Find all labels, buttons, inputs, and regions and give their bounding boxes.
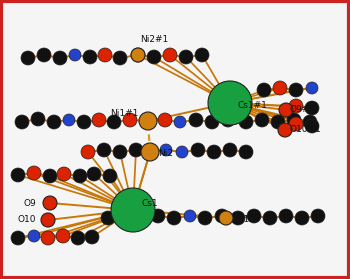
Circle shape — [87, 167, 101, 181]
Circle shape — [41, 231, 55, 245]
Circle shape — [306, 82, 318, 94]
Circle shape — [151, 209, 165, 223]
Circle shape — [179, 50, 193, 64]
Circle shape — [41, 213, 55, 227]
Circle shape — [191, 143, 205, 157]
Text: O9#1: O9#1 — [290, 105, 316, 114]
Circle shape — [101, 211, 115, 225]
Circle shape — [289, 83, 303, 97]
Circle shape — [107, 115, 121, 129]
Circle shape — [147, 50, 161, 64]
Circle shape — [158, 113, 172, 127]
Circle shape — [279, 103, 293, 117]
Text: Ni2: Ni2 — [158, 150, 173, 158]
Circle shape — [92, 113, 106, 127]
Circle shape — [141, 143, 159, 161]
Circle shape — [257, 83, 271, 97]
Circle shape — [11, 168, 25, 182]
Circle shape — [289, 117, 303, 131]
Circle shape — [255, 113, 269, 127]
Circle shape — [247, 209, 261, 223]
Circle shape — [57, 167, 71, 181]
Circle shape — [195, 48, 209, 62]
Circle shape — [289, 99, 303, 113]
Circle shape — [287, 113, 301, 127]
Text: O10: O10 — [18, 215, 36, 225]
Text: Cs1#1: Cs1#1 — [238, 100, 268, 109]
Circle shape — [113, 51, 127, 65]
Circle shape — [27, 166, 41, 180]
Circle shape — [111, 188, 155, 232]
Circle shape — [163, 48, 177, 62]
Circle shape — [223, 143, 237, 157]
Circle shape — [167, 211, 181, 225]
Circle shape — [97, 143, 111, 157]
Circle shape — [184, 210, 196, 222]
Circle shape — [117, 209, 131, 223]
Circle shape — [279, 209, 293, 223]
Circle shape — [133, 211, 147, 225]
Circle shape — [305, 101, 319, 115]
Circle shape — [219, 211, 233, 225]
Circle shape — [160, 144, 172, 156]
Circle shape — [53, 51, 67, 65]
Circle shape — [231, 211, 245, 225]
Text: Ni2#1: Ni2#1 — [140, 35, 168, 44]
Circle shape — [37, 48, 51, 62]
Text: Cs1: Cs1 — [141, 199, 158, 208]
Circle shape — [207, 145, 221, 159]
Circle shape — [98, 48, 112, 62]
Circle shape — [81, 145, 95, 159]
Circle shape — [113, 145, 127, 159]
Circle shape — [239, 145, 253, 159]
Circle shape — [77, 115, 91, 129]
Circle shape — [28, 230, 40, 242]
Circle shape — [174, 116, 186, 128]
Circle shape — [131, 48, 145, 62]
Circle shape — [271, 115, 285, 129]
Circle shape — [56, 229, 70, 243]
Circle shape — [73, 169, 87, 183]
Circle shape — [273, 81, 287, 95]
Circle shape — [85, 230, 99, 244]
Circle shape — [47, 115, 61, 129]
Circle shape — [189, 113, 203, 127]
Circle shape — [205, 115, 219, 129]
Circle shape — [208, 81, 252, 125]
Circle shape — [143, 145, 157, 159]
Circle shape — [278, 123, 292, 137]
Circle shape — [43, 169, 57, 183]
Circle shape — [69, 49, 81, 61]
Circle shape — [131, 48, 145, 62]
Circle shape — [305, 119, 319, 133]
Circle shape — [15, 115, 29, 129]
Circle shape — [303, 115, 317, 129]
Text: O10#1: O10#1 — [289, 126, 321, 134]
Text: Ni1#1: Ni1#1 — [110, 109, 138, 117]
Circle shape — [239, 115, 253, 129]
Circle shape — [43, 196, 57, 210]
Circle shape — [215, 209, 229, 223]
Circle shape — [129, 143, 143, 157]
Circle shape — [221, 113, 235, 127]
Circle shape — [176, 146, 188, 158]
Circle shape — [21, 51, 35, 65]
Circle shape — [31, 112, 45, 126]
Circle shape — [123, 113, 137, 127]
Text: Ni1: Ni1 — [234, 215, 249, 225]
Circle shape — [139, 112, 157, 130]
Circle shape — [295, 211, 309, 225]
Circle shape — [198, 211, 212, 225]
Circle shape — [103, 169, 117, 183]
Text: O9: O9 — [24, 198, 37, 208]
Circle shape — [141, 114, 155, 128]
Circle shape — [263, 211, 277, 225]
Circle shape — [311, 209, 325, 223]
Circle shape — [71, 231, 85, 245]
Circle shape — [63, 114, 75, 126]
Circle shape — [83, 50, 97, 64]
Circle shape — [11, 231, 25, 245]
